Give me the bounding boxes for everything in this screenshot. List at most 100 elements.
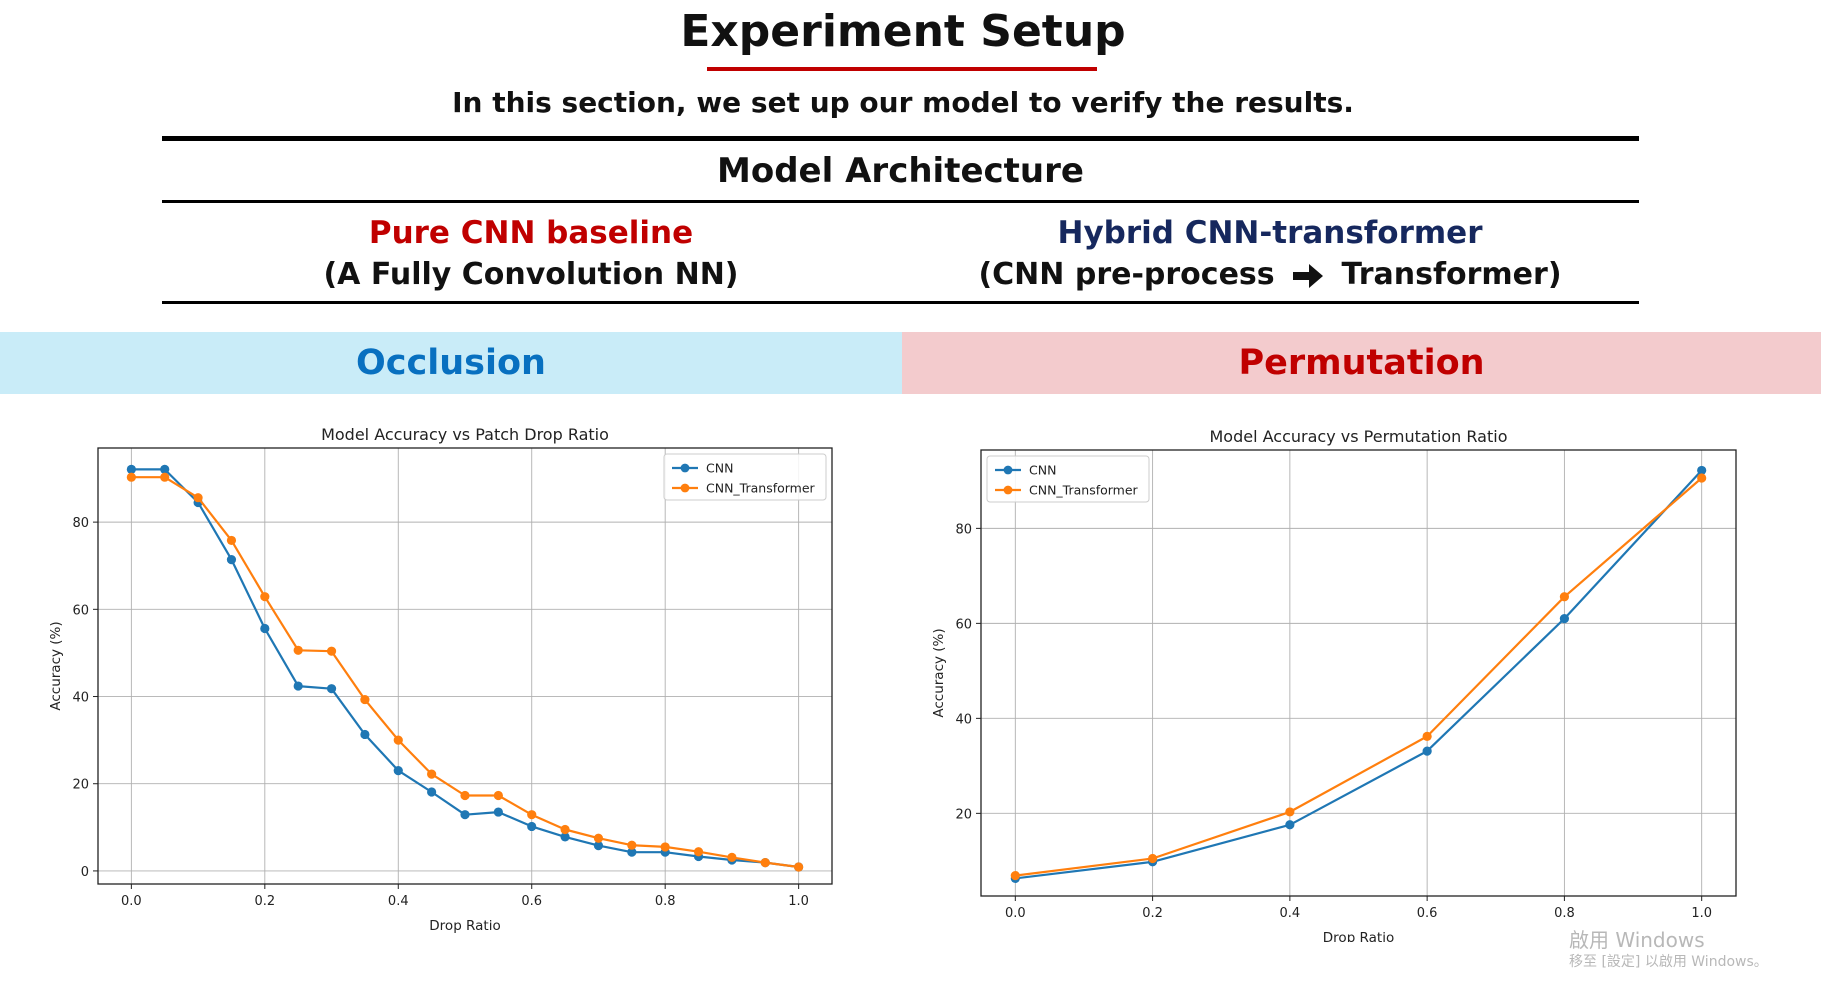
- data-point-cnn-transformer: [1559, 592, 1570, 602]
- data-point-cnn: [1422, 746, 1432, 756]
- occlusion-banner: Occlusion: [0, 332, 902, 394]
- pure-cnn-column: Pure CNN baseline (A Fully Convolution N…: [162, 212, 900, 296]
- data-point-cnn-transformer: [560, 824, 570, 835]
- data-point-cnn-transformer: [1697, 473, 1707, 483]
- y-tick-label: 80: [955, 522, 972, 537]
- series-line-cnn-transformer: [131, 476, 799, 869]
- data-point-cnn-transformer: [593, 833, 604, 843]
- data-point-cnn: [226, 555, 237, 565]
- data-point-cnn: [460, 810, 470, 820]
- data-point-cnn: [627, 847, 637, 857]
- data-point-cnn: [493, 807, 503, 817]
- data-point-cnn: [527, 821, 537, 832]
- data-point-cnn-transformer: [760, 858, 770, 868]
- data-point-cnn: [427, 787, 437, 797]
- data-point-cnn: [393, 766, 403, 776]
- y-axis-label: Accuracy (%): [48, 621, 64, 710]
- data-point-cnn-transformer: [360, 694, 370, 705]
- series-line-cnn: [131, 468, 799, 869]
- data-point-cnn: [126, 464, 136, 474]
- occlusion-chart: 0.0 0.2 0.4 0.6 0.8 1.0 0 20 40 60 80 Model Accurac…: [48, 425, 833, 934]
- table-middle-rule: [162, 200, 1639, 203]
- data-point-cnn: [293, 681, 303, 691]
- x-tick-label: 0.0: [1005, 906, 1026, 921]
- slide-subtitle: In this section, we set up our model to …: [452, 86, 1354, 119]
- data-point-cnn-transformer: [226, 535, 237, 546]
- chart-title: Model Accuracy vs Patch Drop Ratio: [321, 425, 609, 444]
- data-point-cnn-transformer: [1147, 853, 1158, 864]
- hybrid-detail-after: Transformer): [1341, 257, 1562, 292]
- y-tick-label: 20: [955, 807, 972, 822]
- legend-label: CNN: [1029, 463, 1056, 478]
- data-point-cnn-transformer: [293, 645, 303, 655]
- right-arrow-icon: [1293, 263, 1324, 288]
- data-point-cnn-transformer: [527, 810, 537, 820]
- data-point-cnn: [326, 684, 337, 694]
- x-tick-label: 0.6: [521, 894, 542, 909]
- legend-box: [986, 455, 1150, 503]
- data-point-cnn: [1559, 614, 1570, 624]
- table-bottom-rule: [162, 301, 1639, 304]
- legend-label: CNN_Transformer: [706, 481, 816, 496]
- occlusion-label: Occlusion: [356, 343, 546, 383]
- y-axis-label: Accuracy (%): [931, 628, 947, 717]
- x-tick-label: 0.8: [655, 894, 676, 909]
- legend-box: [663, 453, 827, 501]
- legend-label: CNN: [706, 461, 733, 476]
- legend-marker: [680, 483, 690, 493]
- y-tick-label: 40: [72, 691, 89, 706]
- windows-activation-hint: 移至 [設定] 以啟用 Windows。: [1569, 954, 1768, 970]
- data-point-cnn-transformer: [1422, 731, 1432, 742]
- y-tick-label: 40: [955, 712, 972, 727]
- y-tick-label: 0: [81, 865, 89, 880]
- data-point-cnn-transformer: [627, 840, 637, 850]
- pure-cnn-heading: Pure CNN baseline: [368, 215, 694, 251]
- x-tick-label: 1.0: [1691, 906, 1712, 921]
- data-point-cnn: [560, 832, 570, 842]
- hybrid-detail: (CNN pre-process Transformer): [901, 254, 1639, 296]
- x-tick-label: 0.4: [1280, 906, 1301, 921]
- x-tick-label: 1.0: [788, 894, 809, 909]
- data-point-cnn-transformer: [260, 592, 270, 602]
- data-point-cnn-transformer: [693, 847, 704, 857]
- hybrid-detail-before: (CNN pre-process: [978, 257, 1275, 292]
- y-tick-label: 60: [72, 603, 89, 618]
- chart-title: Model Accuracy vs Permutation Ratio: [1210, 427, 1508, 446]
- slide-title: Experiment Setup: [680, 6, 1126, 57]
- permutation-chart: 0.0 0.2 0.4 0.6 0.8 1.0 20 40 60 80 Model Accuracy…: [931, 427, 1737, 942]
- data-point-cnn-transformer: [794, 862, 804, 872]
- data-point-cnn: [1697, 465, 1707, 476]
- windows-activation-watermark: 啟用 Windows: [1569, 928, 1705, 952]
- data-point-cnn-transformer: [160, 472, 170, 482]
- x-tick-label: 0.6: [1417, 906, 1438, 921]
- hybrid-column: Hybrid CNN-transformer (CNN pre-process …: [901, 212, 1639, 296]
- pure-cnn-detail: (A Fully Convolution NN): [323, 257, 739, 292]
- data-point-cnn-transformer: [393, 735, 403, 745]
- x-tick-label: 0.0: [121, 894, 142, 909]
- legend-marker: [1003, 485, 1013, 495]
- x-axis-label: Drop Ratio: [429, 918, 500, 934]
- series-line-cnn: [1015, 469, 1703, 880]
- data-point-cnn: [260, 623, 270, 634]
- data-point-cnn-transformer: [326, 646, 337, 656]
- data-point-cnn-transformer: [660, 842, 670, 852]
- hybrid-heading: Hybrid CNN-transformer: [1057, 215, 1483, 251]
- y-tick-label: 20: [72, 778, 89, 793]
- data-point-cnn-transformer: [193, 493, 203, 503]
- x-tick-label: 0.8: [1554, 906, 1575, 921]
- data-point-cnn: [360, 729, 370, 740]
- data-point-cnn-transformer: [1010, 870, 1020, 881]
- y-tick-label: 80: [72, 516, 89, 531]
- x-tick-label: 0.4: [388, 894, 409, 909]
- x-tick-label: 0.2: [254, 894, 275, 909]
- data-point-cnn-transformer: [1285, 807, 1295, 817]
- data-point-cnn: [160, 464, 170, 474]
- legend-marker: [1003, 465, 1013, 475]
- data-point-cnn-transformer: [427, 769, 437, 779]
- x-tick-label: 0.2: [1142, 906, 1163, 921]
- legend-marker: [680, 463, 690, 473]
- x-axis-label: Drop Ratio: [1323, 930, 1394, 942]
- data-point-cnn-transformer: [126, 472, 136, 482]
- data-point-cnn-transformer: [727, 852, 737, 863]
- architecture-title: Model Architecture: [717, 151, 1084, 191]
